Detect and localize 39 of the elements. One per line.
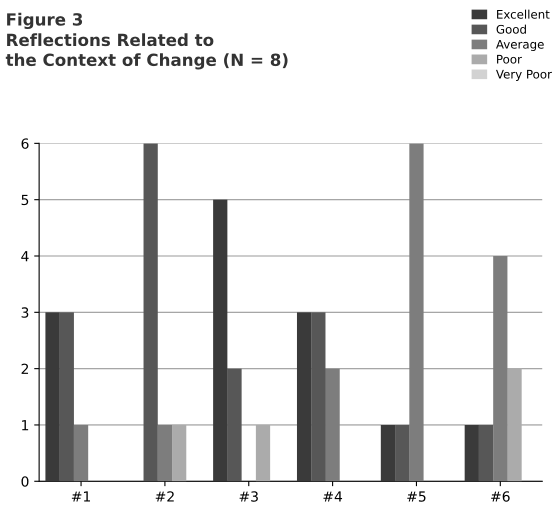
bar bbox=[144, 143, 158, 482]
bar bbox=[311, 312, 326, 482]
bar bbox=[325, 368, 340, 482]
bar bbox=[507, 368, 522, 482]
x-tick-label: #5 bbox=[407, 491, 426, 502]
x-tick-label: #4 bbox=[323, 491, 342, 502]
y-tick-label: 3 bbox=[22, 307, 28, 318]
bar bbox=[74, 424, 88, 482]
y-tick-label: 5 bbox=[22, 194, 28, 206]
x-tick-label: #2 bbox=[156, 491, 174, 502]
x-tick-label: #1 bbox=[72, 491, 90, 502]
y-tick-label: 6 bbox=[22, 138, 29, 149]
bar bbox=[213, 200, 228, 482]
bar bbox=[395, 424, 410, 482]
bar bbox=[158, 424, 172, 482]
chart-subtitle: Reflections Related to the Context of Change (N = 8) bbox=[6, 33, 288, 70]
bar bbox=[45, 312, 60, 482]
bar bbox=[296, 312, 312, 482]
bar bbox=[172, 424, 186, 482]
legend-label: Poor bbox=[497, 54, 522, 64]
x-tick-label: #6 bbox=[491, 491, 510, 502]
y-tick-label: 4 bbox=[21, 251, 29, 262]
bar bbox=[256, 424, 270, 482]
bar bbox=[409, 143, 424, 482]
legend-label: Very Poor bbox=[496, 70, 552, 81]
legend-label: Excellent bbox=[497, 10, 550, 19]
chart-title: Figure 3 bbox=[7, 12, 82, 30]
y-tick-label: 0 bbox=[21, 476, 28, 487]
bar bbox=[464, 424, 479, 482]
bar bbox=[493, 256, 508, 482]
bar bbox=[227, 368, 242, 482]
bar bbox=[380, 424, 396, 482]
legend-label: Average bbox=[496, 40, 544, 52]
legend-label: Good bbox=[496, 24, 526, 34]
y-tick-label: 2 bbox=[22, 364, 28, 374]
y-tick-label: 1 bbox=[22, 420, 28, 430]
x-tick-label: #3 bbox=[240, 491, 258, 502]
bar bbox=[60, 312, 74, 482]
bar bbox=[478, 424, 494, 482]
